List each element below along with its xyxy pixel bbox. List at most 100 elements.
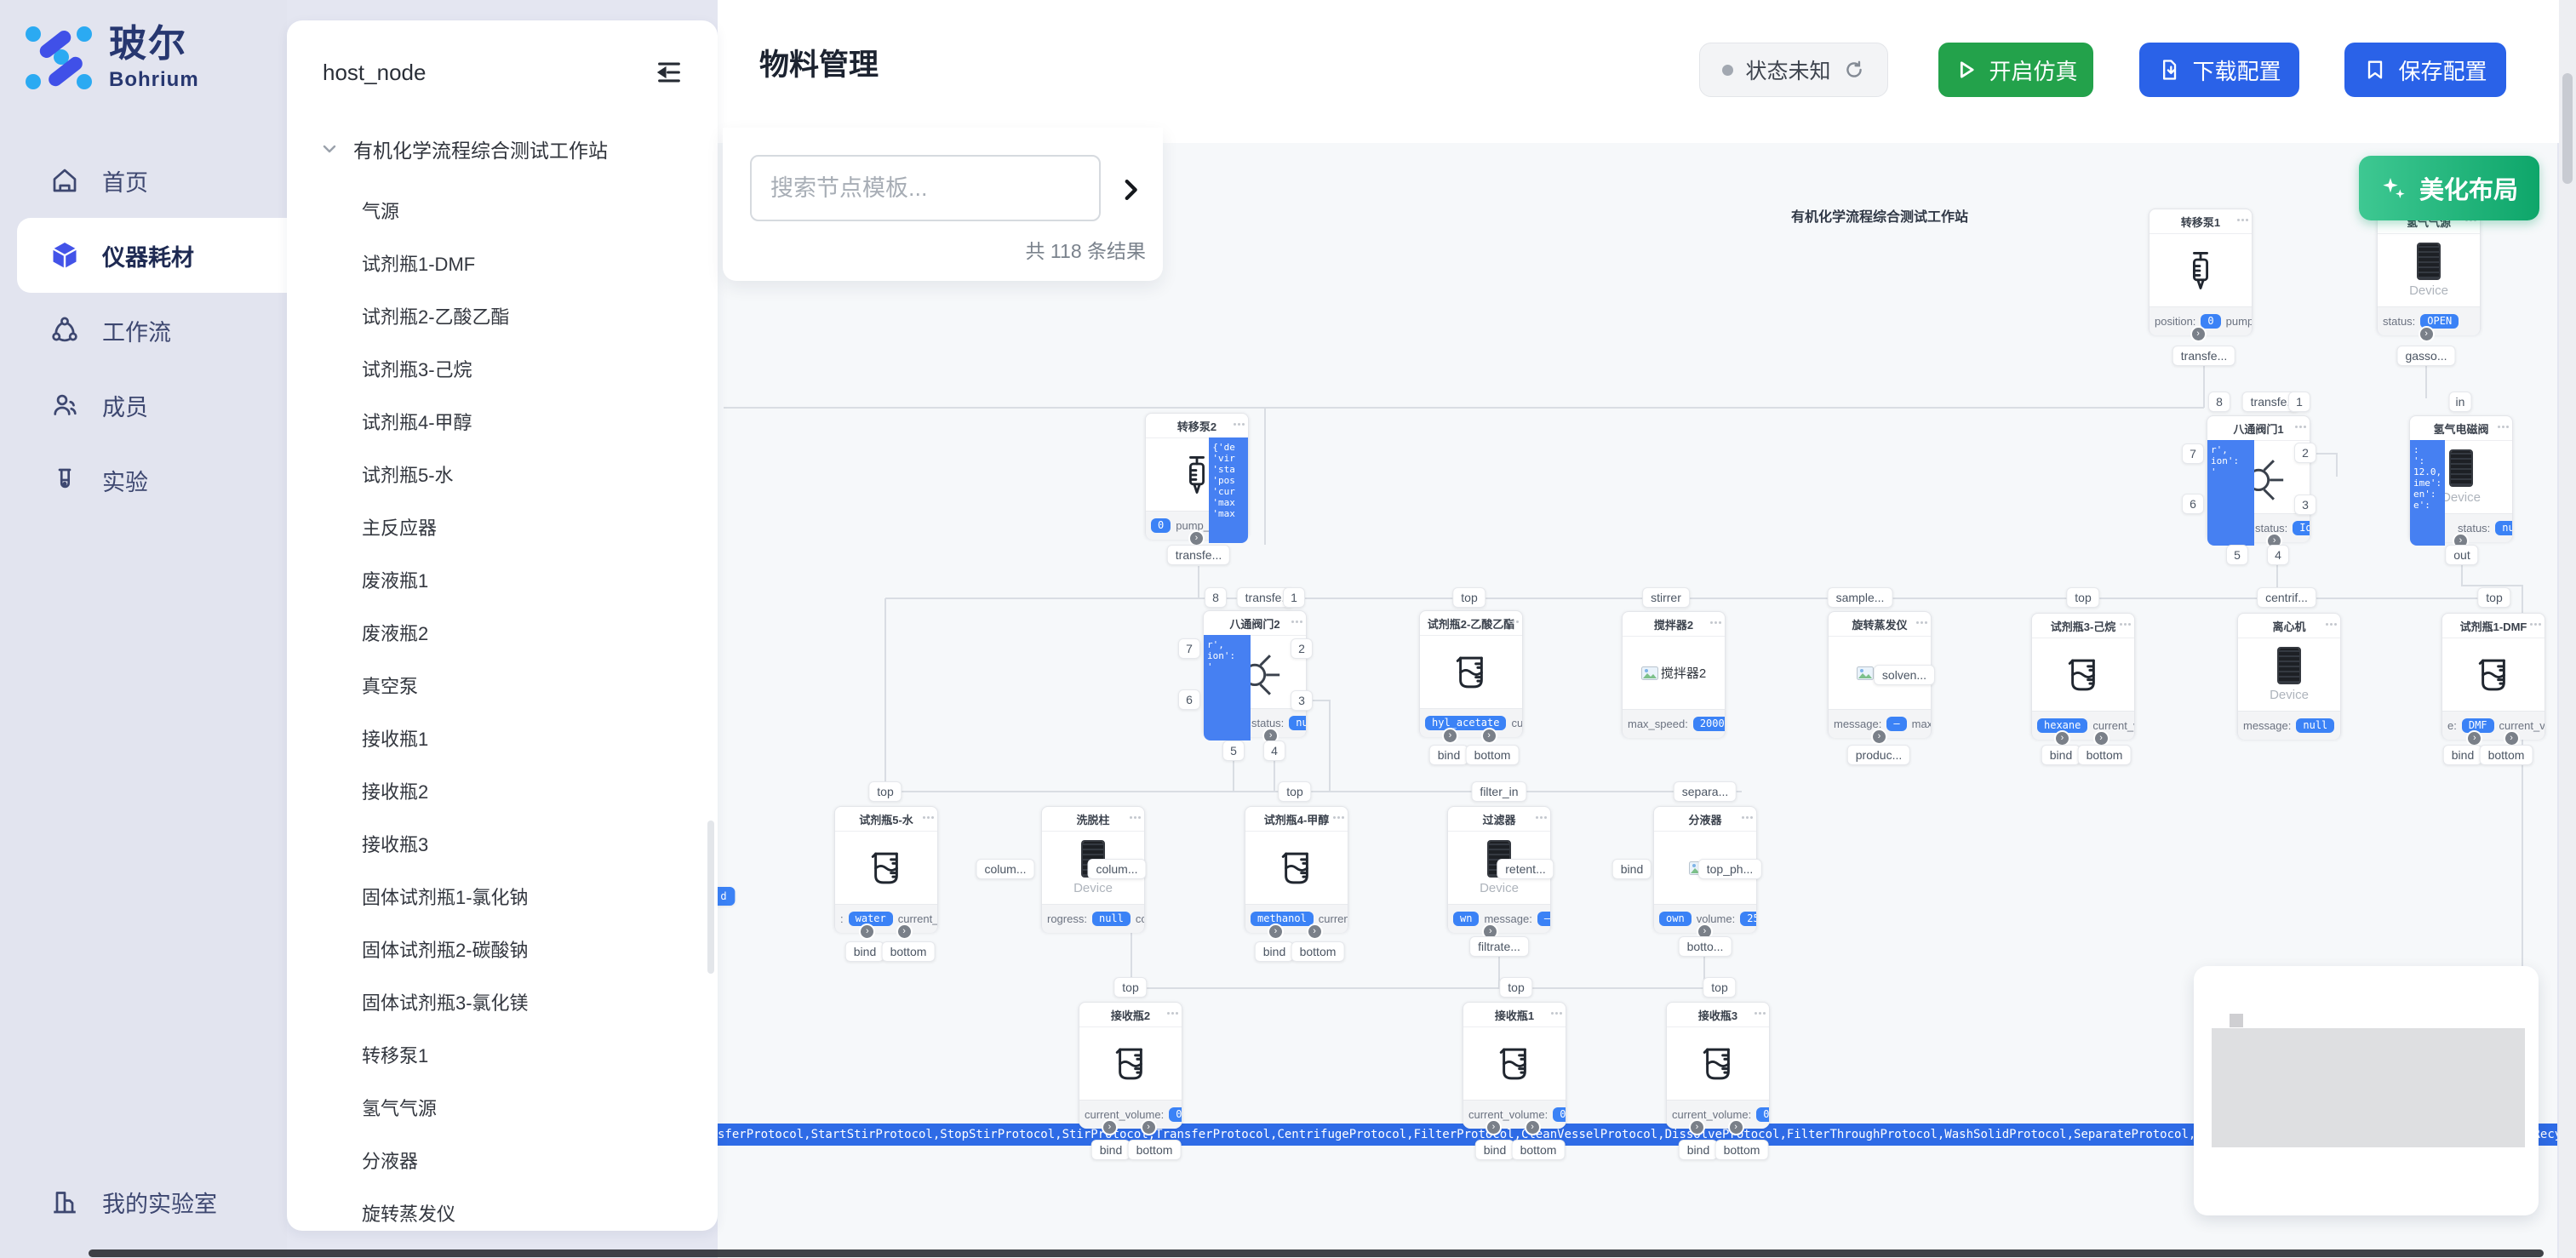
tree-item[interactable]: 分液器: [287, 1134, 718, 1187]
tree-item[interactable]: 试剂瓶4-甲醇: [287, 395, 718, 448]
node-hydrogen-gas-source[interactable]: 氢气气源 Device status: OPEN ›: [2377, 209, 2481, 342]
node-menu-icon[interactable]: [1234, 423, 1245, 426]
node-centrifuge[interactable]: 离心机 Device message: nullma: [2237, 613, 2341, 740]
node-transfer-pump-1[interactable]: 转移泵1 position: 0 pump ›: [2149, 209, 2253, 342]
node-receiver-bottle-1[interactable]: 接收瓶1 current_volume: 0 › ›: [1463, 1002, 1566, 1135]
node-menu-icon[interactable]: [2326, 623, 2337, 626]
sidebar-item-experiment[interactable]: 实验: [0, 443, 287, 517]
port-handle-icon[interactable]: ›: [1262, 728, 1279, 744]
param-value-badge[interactable]: own: [1659, 911, 1692, 927]
node-eight-way-valve-2[interactable]: 八通阀门2 status: nu r',ion':' ›: [1203, 610, 1307, 744]
node-menu-icon[interactable]: [2295, 426, 2306, 428]
tree-item[interactable]: 固体试剂瓶3-氯化镁: [287, 975, 718, 1028]
tree-item[interactable]: 固体试剂瓶2-碳酸钠: [287, 923, 718, 975]
node-receiver-bottle-2[interactable]: 接收瓶2 current_volume: 0 › ›: [1079, 1002, 1182, 1135]
tree-item[interactable]: 旋转蒸发仪: [287, 1187, 718, 1231]
param-value-badge[interactable]: 0: [2201, 313, 2221, 329]
tree-item[interactable]: 试剂瓶1-DMF: [287, 237, 718, 289]
sidebar-item-members[interactable]: 成员: [0, 368, 287, 443]
tree-item[interactable]: 固体试剂瓶1-氯化钠: [287, 870, 718, 923]
port-handle-icon[interactable]: ›: [2190, 326, 2207, 342]
node-menu-icon[interactable]: [923, 816, 934, 819]
node-menu-icon[interactable]: [1167, 1012, 1178, 1015]
param-value-badge[interactable]: methanol: [1251, 911, 1314, 927]
param-value-badge[interactable]: null: [2296, 718, 2335, 734]
node-stirrer-2[interactable]: 搅拌器2 搅拌器2 max_speed: 2000: [1622, 611, 1726, 738]
port-handle-icon[interactable]: ›: [1482, 923, 1499, 940]
tree-item[interactable]: 真空泵: [287, 659, 718, 712]
tree-item[interactable]: 接收瓶1: [287, 712, 718, 764]
port-handle-icon[interactable]: ›: [896, 923, 913, 940]
port-handle-icon[interactable]: ›: [1306, 923, 1323, 940]
tree-item[interactable]: 废液瓶1: [287, 553, 718, 606]
tree-item[interactable]: 接收瓶2: [287, 764, 718, 817]
param-value-badge[interactable]: water: [848, 911, 893, 927]
param-value-badge[interactable]: 2000: [1692, 716, 1725, 732]
node-menu-icon[interactable]: [1291, 620, 1302, 623]
node-menu-icon[interactable]: [1710, 621, 1721, 624]
sidebar-item-home[interactable]: 首页: [0, 143, 287, 218]
sidebar-item-instruments[interactable]: 仪器耗材: [17, 218, 287, 293]
horizontal-scrollbar[interactable]: [89, 1249, 2544, 1257]
minimap[interactable]: [2194, 966, 2539, 1215]
param-value-badge[interactable]: Id: [2293, 520, 2310, 536]
tree-scrollbar[interactable]: [707, 821, 714, 974]
port-handle-icon[interactable]: ›: [1871, 729, 1887, 745]
node-menu-icon[interactable]: [1551, 1012, 1562, 1015]
tree-item[interactable]: 试剂瓶2-乙酸乙酯: [287, 289, 718, 342]
param-value-badge[interactable]: 0: [1151, 517, 1171, 534]
node-menu-icon[interactable]: [2530, 623, 2541, 626]
node-transfer-pump-2[interactable]: 转移泵2 0 pump_info: {'de'vir'sta'pos'cur'max '…: [1145, 413, 1249, 546]
start-simulation-button[interactable]: 开启仿真: [1938, 43, 2093, 97]
sidebar-item-workflow[interactable]: 工作流: [0, 293, 287, 368]
port-handle-icon[interactable]: ›: [1268, 923, 1284, 940]
page-scrollbar-thumb[interactable]: [2562, 73, 2573, 184]
port-handle-icon[interactable]: ›: [1140, 1119, 1157, 1135]
node-menu-icon[interactable]: [2237, 219, 2248, 221]
sidebar-item-my-lab[interactable]: 我的实验室: [0, 1164, 336, 1239]
param-value-badge[interactable]: 250: [1740, 911, 1756, 927]
param-value-badge[interactable]: nul: [2495, 520, 2512, 536]
tree-item[interactable]: 试剂瓶3-己烷: [287, 342, 718, 395]
node-menu-icon[interactable]: [1333, 816, 1344, 819]
port-handle-icon[interactable]: ›: [1727, 1119, 1744, 1135]
port-handle-icon[interactable]: ›: [1442, 728, 1458, 744]
tree-item[interactable]: 氢气气源: [287, 1081, 718, 1134]
node-menu-icon[interactable]: [1916, 621, 1927, 624]
page-scrollbar-track[interactable]: [2559, 0, 2576, 1258]
collapse-panel-icon[interactable]: [655, 58, 684, 87]
node-receiver-bottle-3[interactable]: 接收瓶3 current_volume: 0 › ›: [1666, 1002, 1770, 1135]
node-menu-icon[interactable]: [1130, 816, 1141, 819]
port-handle-icon[interactable]: ›: [1524, 1119, 1541, 1135]
param-value-badge[interactable]: 0: [1553, 1106, 1566, 1123]
tree-root-workstation[interactable]: 有机化学流程综合测试工作站: [287, 123, 718, 175]
port-handle-icon[interactable]: ›: [1480, 728, 1497, 744]
param-value-badge[interactable]: ‒: [1886, 716, 1907, 732]
node-menu-icon[interactable]: [2498, 426, 2509, 428]
param-value-badge[interactable]: nu: [1289, 715, 1306, 731]
download-config-button[interactable]: 下载配置: [2139, 43, 2299, 97]
node-menu-icon[interactable]: [1536, 816, 1547, 819]
param-value-badge[interactable]: null: [1091, 911, 1131, 927]
port-handle-icon[interactable]: ›: [2418, 326, 2435, 342]
node-hydrogen-solenoid-valve[interactable]: 氢气电磁阀Devicestatus:nul:':12.0,ime':en':e'…: [2409, 415, 2513, 549]
tree-item[interactable]: 主反应器: [287, 500, 718, 553]
param-value-badge[interactable]: hexane: [2037, 718, 2088, 734]
brand-logo[interactable]: 玻尔 Bohrium: [24, 19, 271, 97]
node-menu-icon[interactable]: [1755, 1012, 1766, 1015]
port-handle-icon[interactable]: ›: [859, 923, 876, 940]
port-handle-icon[interactable]: ›: [1689, 1119, 1705, 1135]
param-value-badge[interactable]: ‒: [1537, 911, 1550, 927]
tree-item[interactable]: 接收瓶3: [287, 817, 718, 870]
param-value-badge[interactable]: hyl_acetate: [1425, 715, 1507, 731]
node-reagent-bottle-4-methanol[interactable]: 试剂瓶4-甲醇methanolcurrent_››: [1245, 806, 1348, 940]
port-handle-icon[interactable]: ›: [1485, 1119, 1502, 1135]
tree-item[interactable]: 气源: [287, 184, 718, 237]
refresh-icon[interactable]: [1843, 59, 1865, 81]
save-config-button[interactable]: 保存配置: [2344, 43, 2506, 97]
node-menu-icon[interactable]: [1508, 620, 1519, 623]
